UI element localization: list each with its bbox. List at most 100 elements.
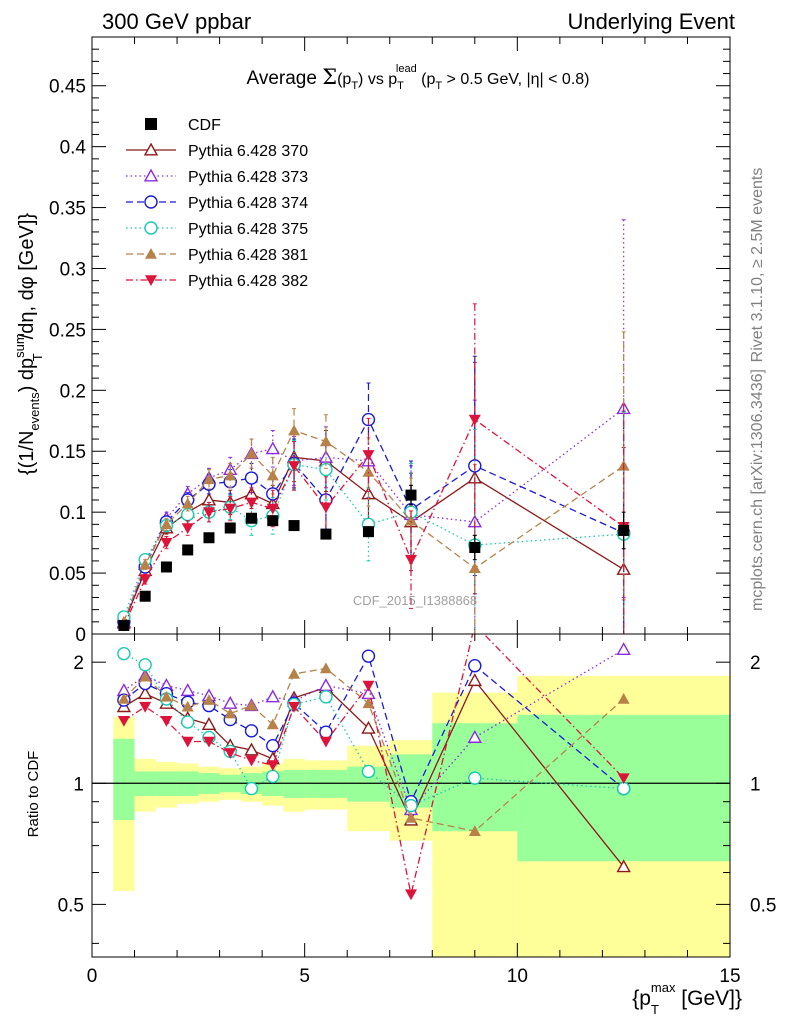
ratio-point <box>266 718 279 730</box>
ratio-point <box>245 755 258 767</box>
ratio-point <box>467 730 482 743</box>
main-y-tick-label: 0.4 <box>60 138 87 159</box>
ratio-point <box>137 686 153 700</box>
legend-marker <box>144 221 158 235</box>
ratio-point <box>266 769 280 784</box>
x-tick-label: 5 <box>299 966 310 987</box>
ratio-point <box>266 760 279 772</box>
data-point <box>139 558 152 570</box>
rivet-version-label: Rivet 3.1.10, ≥ 2.5M events <box>749 168 766 363</box>
analysis-watermark: CDF_2015_I1388868 <box>353 593 477 608</box>
main-y-tick-label: 0.25 <box>49 320 86 341</box>
data-point <box>244 471 259 485</box>
x-tick-label: 0 <box>87 966 98 987</box>
legend-entry: Pythia 6.428 373 <box>126 168 308 186</box>
data-point <box>469 541 481 553</box>
ratio-point <box>318 678 334 692</box>
ratio-point <box>201 717 217 730</box>
series-pythia-6-428-382 <box>117 303 630 635</box>
ratio-point <box>468 771 482 785</box>
data-point <box>468 414 481 426</box>
ratio-point <box>361 720 376 734</box>
data-point <box>181 523 194 535</box>
legend-entry: Pythia 6.428 382 <box>126 273 308 290</box>
x-axis-label: {pTmax [GeV]} <box>632 980 742 1017</box>
ratio-point <box>224 707 237 719</box>
ratio-series-clip <box>116 634 631 901</box>
ratio-y-axis-label: Ratio to CDF <box>25 751 42 838</box>
ratio-series-pythia-6-428-382 <box>117 634 630 901</box>
ratio-point <box>266 738 280 753</box>
ratio-point <box>160 690 173 702</box>
data-point <box>405 514 417 526</box>
ratio-series-pythia-6-428-381 <box>117 662 630 837</box>
ratio-y-tick-label-right: 0.5 <box>750 895 776 916</box>
main-y-tick-label: 0.15 <box>49 442 86 463</box>
ratio-point <box>139 701 152 713</box>
ratio-point <box>117 646 131 661</box>
main-y-tick-label: 0.35 <box>49 199 86 220</box>
data-point <box>160 518 173 530</box>
ratio-point <box>361 764 376 779</box>
legend-label: Pythia 6.428 373 <box>188 169 308 186</box>
ratio-point <box>117 692 130 704</box>
ratio-point <box>467 673 482 687</box>
ratio-y-tick-label-right: 2 <box>750 653 761 674</box>
data-point <box>202 507 215 519</box>
ratio-point <box>180 683 195 697</box>
ratio-point <box>244 781 259 796</box>
ratio-point <box>362 680 375 692</box>
ratio-point <box>181 736 194 748</box>
data-point <box>266 503 279 515</box>
legend-label: Pythia 6.428 382 <box>188 273 308 290</box>
data-point <box>245 447 258 459</box>
mcplots-reference-label: mcplots.cern.ch [arXiv:1306.3436] <box>749 369 766 611</box>
ratio-y-tick-label: 1 <box>73 774 84 795</box>
ratio-series-pythia-6-428-370 <box>116 673 631 873</box>
data-point <box>405 554 417 566</box>
legend-label: Pythia 6.428 370 <box>188 143 308 160</box>
ratio-point <box>244 742 259 756</box>
data-point <box>288 424 301 436</box>
data-point <box>160 537 173 549</box>
ratio-point <box>202 736 215 748</box>
ratio-point <box>362 697 375 709</box>
data-point <box>468 562 481 574</box>
data-point <box>362 526 374 538</box>
ratio-point <box>138 658 152 672</box>
ratio-point <box>468 825 481 837</box>
ratio-point <box>223 695 238 709</box>
uncertainty-band-inner <box>113 738 135 821</box>
legend-marker <box>144 195 158 209</box>
ratio-point <box>405 811 417 823</box>
data-point <box>265 441 280 455</box>
legend-entry: Pythia 6.428 375 <box>126 221 308 238</box>
data-point <box>245 497 258 509</box>
main-y-tick-label: 0.45 <box>49 77 86 98</box>
header-left-label: 300 GeV ppbar <box>102 9 251 34</box>
data-point <box>160 561 172 573</box>
data-point <box>319 435 332 447</box>
ratio-point <box>244 724 259 738</box>
ratio-point <box>245 699 258 711</box>
x-tick-label: 15 <box>719 966 740 987</box>
main-y-tick-label: 0 <box>75 625 86 646</box>
ratio-point <box>404 798 418 813</box>
legend-entry: Pythia 6.428 374 <box>126 195 308 212</box>
ratio-series-layer <box>116 634 631 901</box>
data-point <box>224 522 236 534</box>
ratio-point <box>288 667 301 679</box>
ratio-point <box>617 773 630 785</box>
x-tick-label: 10 <box>507 966 528 987</box>
series-line <box>123 408 625 623</box>
data-point <box>267 515 279 527</box>
data-point <box>362 450 375 461</box>
data-point <box>203 532 215 544</box>
ratio-point <box>319 690 333 704</box>
ratio-point <box>224 748 237 759</box>
legend-marker <box>143 142 159 156</box>
ratio-point <box>139 670 152 682</box>
ratio-point <box>288 701 301 713</box>
data-point <box>181 497 194 509</box>
main-y-tick-label: 0.1 <box>60 503 86 524</box>
